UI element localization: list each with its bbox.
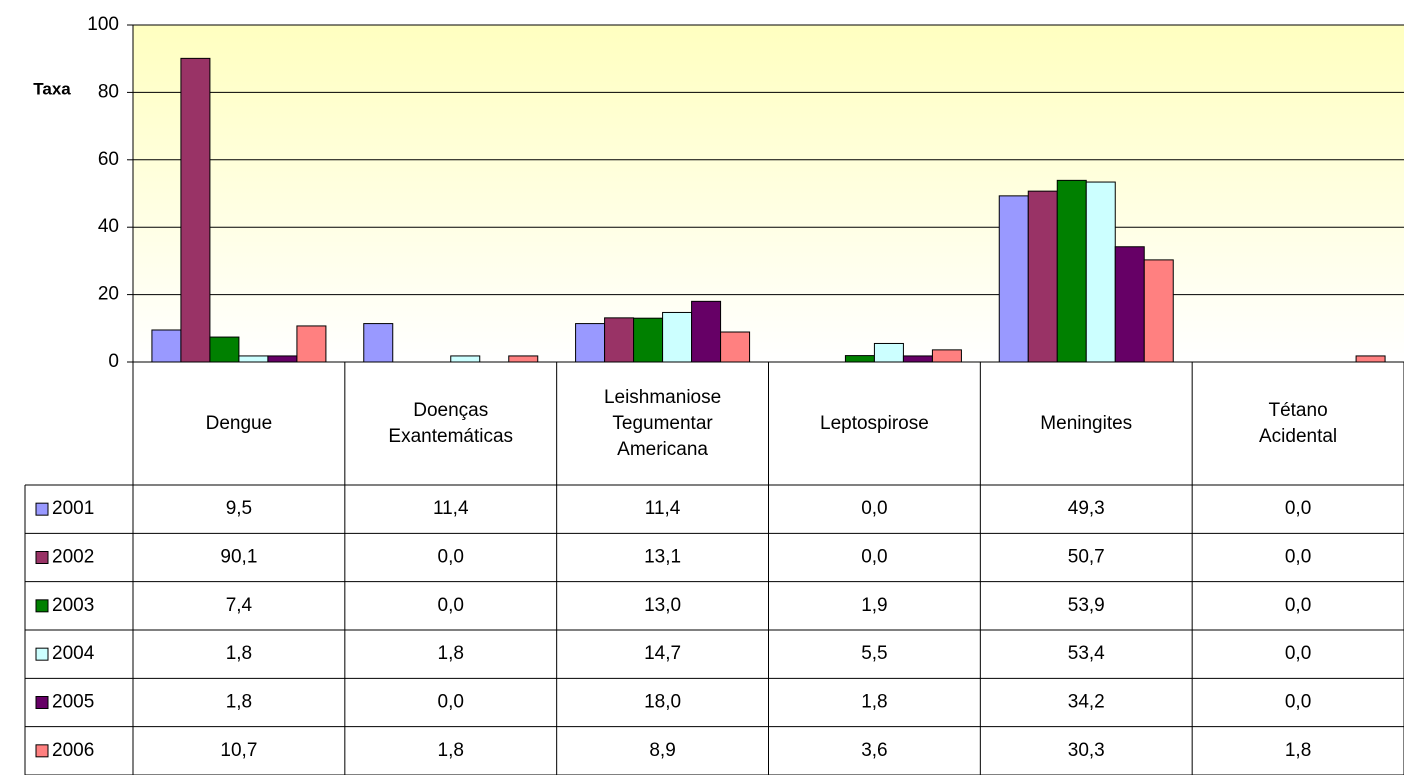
data-label: 13,0: [644, 595, 681, 616]
data-label: 1,8: [226, 643, 252, 664]
bar: [1085, 181, 1116, 363]
bar: [931, 349, 962, 363]
legend-label: 2003: [52, 595, 94, 616]
category-label: Dengue: [205, 412, 273, 434]
category-label: Leptospirose: [820, 412, 929, 434]
legend-swatch: [35, 599, 49, 613]
data-label: 0,0: [861, 547, 887, 568]
data-label: 13,1: [644, 547, 681, 568]
bar: [998, 195, 1029, 363]
bar: [1114, 246, 1145, 363]
data-label: 1,9: [861, 595, 887, 616]
y-tick-label: 20: [98, 284, 119, 305]
data-label: 1,8: [438, 740, 464, 761]
bar: [1355, 355, 1386, 363]
data-label: 0,0: [1285, 643, 1311, 664]
data-label: 1,8: [226, 692, 252, 713]
plot-area: [133, 25, 1404, 362]
category-label: Tétano Acidental: [1258, 399, 1338, 447]
legend-label: 2002: [52, 547, 94, 568]
legend-swatch: [35, 502, 49, 516]
legend-swatch: [35, 551, 49, 564]
data-label: 8,9: [649, 740, 675, 761]
data-label: 0,0: [438, 692, 464, 713]
bar: [151, 329, 182, 363]
legend-label: 2005: [52, 692, 94, 713]
legend-label: 2001: [52, 498, 94, 519]
bar: [209, 336, 240, 363]
y-tick-label: 100: [87, 14, 119, 35]
data-label: 11,4: [645, 498, 681, 519]
data-label: 11,4: [433, 498, 469, 519]
data-label: 50,7: [1068, 547, 1105, 568]
data-label: 14,7: [644, 643, 681, 664]
bar: [633, 317, 664, 363]
y-tick-label: 80: [98, 81, 119, 102]
data-label: 0,0: [861, 498, 887, 519]
y-axis-label: Taxa: [33, 79, 71, 98]
data-label: 53,9: [1068, 595, 1105, 616]
bar: [508, 355, 539, 363]
legend-swatch: [35, 696, 49, 709]
bar: [1056, 179, 1087, 363]
y-tick-label: 40: [98, 216, 119, 237]
data-label: 3,6: [861, 740, 887, 761]
category-label: Leishmaniose Tegumentar Americana: [603, 386, 722, 460]
bar: [296, 325, 327, 363]
bar: [180, 57, 211, 363]
bar: [662, 311, 693, 363]
data-label: 30,3: [1068, 740, 1105, 761]
data-label: 0,0: [438, 547, 464, 568]
category-label: Doenças Exantemáticas: [388, 399, 514, 447]
legend-label: 2006: [52, 740, 94, 761]
data-label: 90,1: [220, 547, 257, 568]
legend-label: 2004: [52, 643, 95, 664]
data-label: 10,7: [220, 740, 257, 761]
data-label: 1,8: [861, 692, 887, 713]
bar: [363, 323, 394, 363]
data-label: 0,0: [1285, 692, 1311, 713]
y-tick-label: 0: [108, 351, 119, 372]
bar: [691, 300, 722, 363]
bar: [873, 342, 904, 363]
bar: [604, 317, 635, 363]
legend-swatch: [35, 744, 49, 758]
data-label: 53,4: [1068, 643, 1105, 664]
category-label: Meningites: [1040, 412, 1133, 434]
data-label: 1,8: [438, 643, 464, 664]
bar: [575, 323, 606, 363]
data-label: 7,4: [226, 595, 253, 616]
data-label: 0,0: [1285, 547, 1311, 568]
legend-swatch: [35, 647, 49, 661]
bar: [1143, 259, 1174, 363]
data-label: 1,8: [1285, 740, 1311, 761]
data-label: 49,3: [1068, 498, 1105, 519]
data-label: 9,5: [226, 498, 252, 519]
data-label: 18,0: [644, 692, 681, 713]
y-tick-label: 60: [98, 149, 119, 170]
bar: [720, 331, 751, 363]
data-label: 5,5: [861, 643, 887, 664]
data-label: 34,2: [1068, 692, 1105, 713]
data-label: 0,0: [438, 595, 464, 616]
data-label: 0,0: [1285, 498, 1311, 519]
data-label: 0,0: [1285, 595, 1311, 616]
bar: [1027, 190, 1058, 363]
bar: [450, 355, 481, 363]
